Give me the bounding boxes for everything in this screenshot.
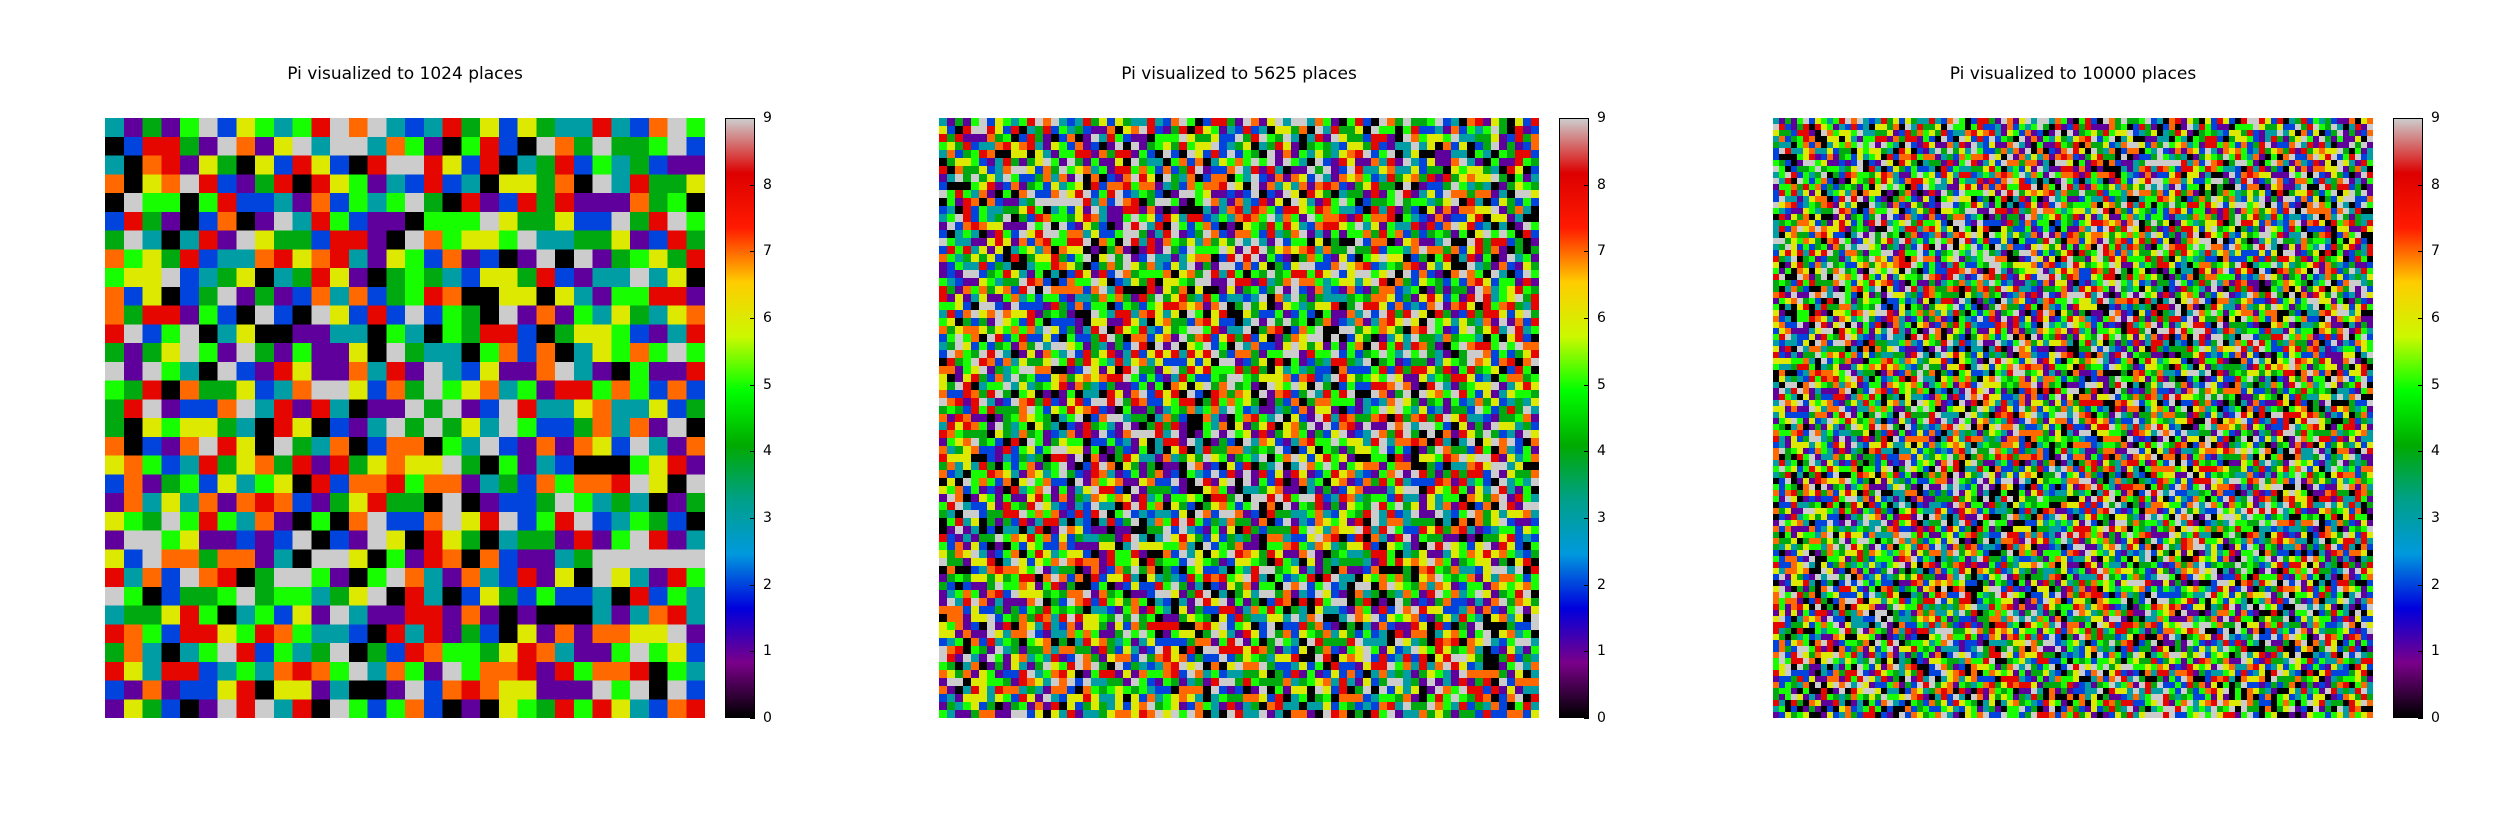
colorbar-tick-label: 6 xyxy=(1597,310,1606,326)
colorbar-tick-mark xyxy=(1584,518,1589,519)
colorbar-tick-mark xyxy=(750,718,755,719)
chart-title-1: Pi visualized to 1024 places xyxy=(287,64,523,84)
heatmap-3 xyxy=(1773,118,2373,718)
colorbar-tick-mark xyxy=(750,185,755,186)
colorbar-tick-mark xyxy=(1584,451,1589,452)
colorbar-tick-label: 9 xyxy=(2431,110,2440,126)
colorbar-tick-label: 2 xyxy=(2431,577,2440,593)
colorbar-tick-label: 5 xyxy=(2431,377,2440,393)
colorbar-tick-mark xyxy=(2418,518,2423,519)
colorbar-tick-label: 0 xyxy=(763,710,772,726)
colorbar-tick-label: 5 xyxy=(763,377,772,393)
colorbar-1 xyxy=(725,118,755,718)
colorbar-tick-label: 8 xyxy=(2431,177,2440,193)
colorbar-tick-mark xyxy=(750,385,755,386)
colorbar-tick-label: 6 xyxy=(2431,310,2440,326)
colorbar-tick-mark xyxy=(1584,718,1589,719)
colorbar-tick-mark xyxy=(750,518,755,519)
colorbar-tick-label: 7 xyxy=(763,243,772,259)
colorbar-tick-mark xyxy=(1584,185,1589,186)
colorbar-tick-mark xyxy=(2418,185,2423,186)
chart-panel-1: Pi visualized to 1024 places 0 1 2 3 4 5 6 7 8 9 xyxy=(105,0,805,833)
colorbar-tick-mark xyxy=(1584,318,1589,319)
colorbar-tick-mark xyxy=(750,251,755,252)
colorbar-tick-label: 1 xyxy=(1597,643,1606,659)
chart-panel-2: Pi visualized to 5625 places 0 1 2 3 4 5 6 7 8 9 xyxy=(939,0,1639,833)
colorbar-tick-label: 4 xyxy=(2431,443,2440,459)
colorbar-tick-mark xyxy=(2418,585,2423,586)
colorbar-tick-label: 2 xyxy=(1597,577,1606,593)
colorbar-tick-label: 3 xyxy=(2431,510,2440,526)
colorbar-tick-label: 3 xyxy=(763,510,772,526)
colorbar-tick-label: 9 xyxy=(763,110,772,126)
chart-title-3: Pi visualized to 10000 places xyxy=(1949,64,2197,84)
colorbar-tick-label: 1 xyxy=(2431,643,2440,659)
colorbar-tick-mark xyxy=(750,318,755,319)
colorbar-tick-mark xyxy=(2418,385,2423,386)
colorbar-tick-label: 4 xyxy=(763,443,772,459)
heatmap-2 xyxy=(939,118,1539,718)
colorbar-tick-mark xyxy=(2418,451,2423,452)
colorbar-tick-mark xyxy=(2418,251,2423,252)
colorbar-3 xyxy=(2393,118,2423,718)
colorbar-tick-mark xyxy=(750,585,755,586)
colorbar-tick-mark xyxy=(1584,385,1589,386)
colorbar-tick-label: 4 xyxy=(1597,443,1606,459)
colorbar-tick-label: 3 xyxy=(1597,510,1606,526)
colorbar-tick-mark xyxy=(1584,585,1589,586)
colorbar-tick-label: 7 xyxy=(1597,243,1606,259)
colorbar-tick-mark xyxy=(2418,318,2423,319)
colorbar-2 xyxy=(1559,118,1589,718)
colorbar-tick-mark xyxy=(2418,651,2423,652)
colorbar-tick-label: 1 xyxy=(763,643,772,659)
colorbar-tick-mark xyxy=(2418,718,2423,719)
colorbar-tick-label: 0 xyxy=(1597,710,1606,726)
colorbar-tick-label: 0 xyxy=(2431,710,2440,726)
colorbar-tick-label: 7 xyxy=(2431,243,2440,259)
colorbar-tick-label: 2 xyxy=(763,577,772,593)
colorbar-tick-mark xyxy=(750,651,755,652)
colorbar-tick-mark xyxy=(2418,118,2423,119)
colorbar-tick-mark xyxy=(1584,651,1589,652)
colorbar-tick-mark xyxy=(1584,118,1589,119)
colorbar-tick-label: 6 xyxy=(763,310,772,326)
colorbar-tick-mark xyxy=(750,118,755,119)
chart-title-2: Pi visualized to 5625 places xyxy=(1121,64,1357,84)
heatmap-1 xyxy=(105,118,705,718)
colorbar-tick-mark xyxy=(750,451,755,452)
chart-panel-3: Pi visualized to 10000 places 0 1 2 3 4 5 6 7 8 9 xyxy=(1773,0,2473,833)
colorbar-tick-label: 9 xyxy=(1597,110,1606,126)
colorbar-tick-mark xyxy=(1584,251,1589,252)
colorbar-tick-label: 8 xyxy=(763,177,772,193)
colorbar-tick-label: 5 xyxy=(1597,377,1606,393)
colorbar-tick-label: 8 xyxy=(1597,177,1606,193)
